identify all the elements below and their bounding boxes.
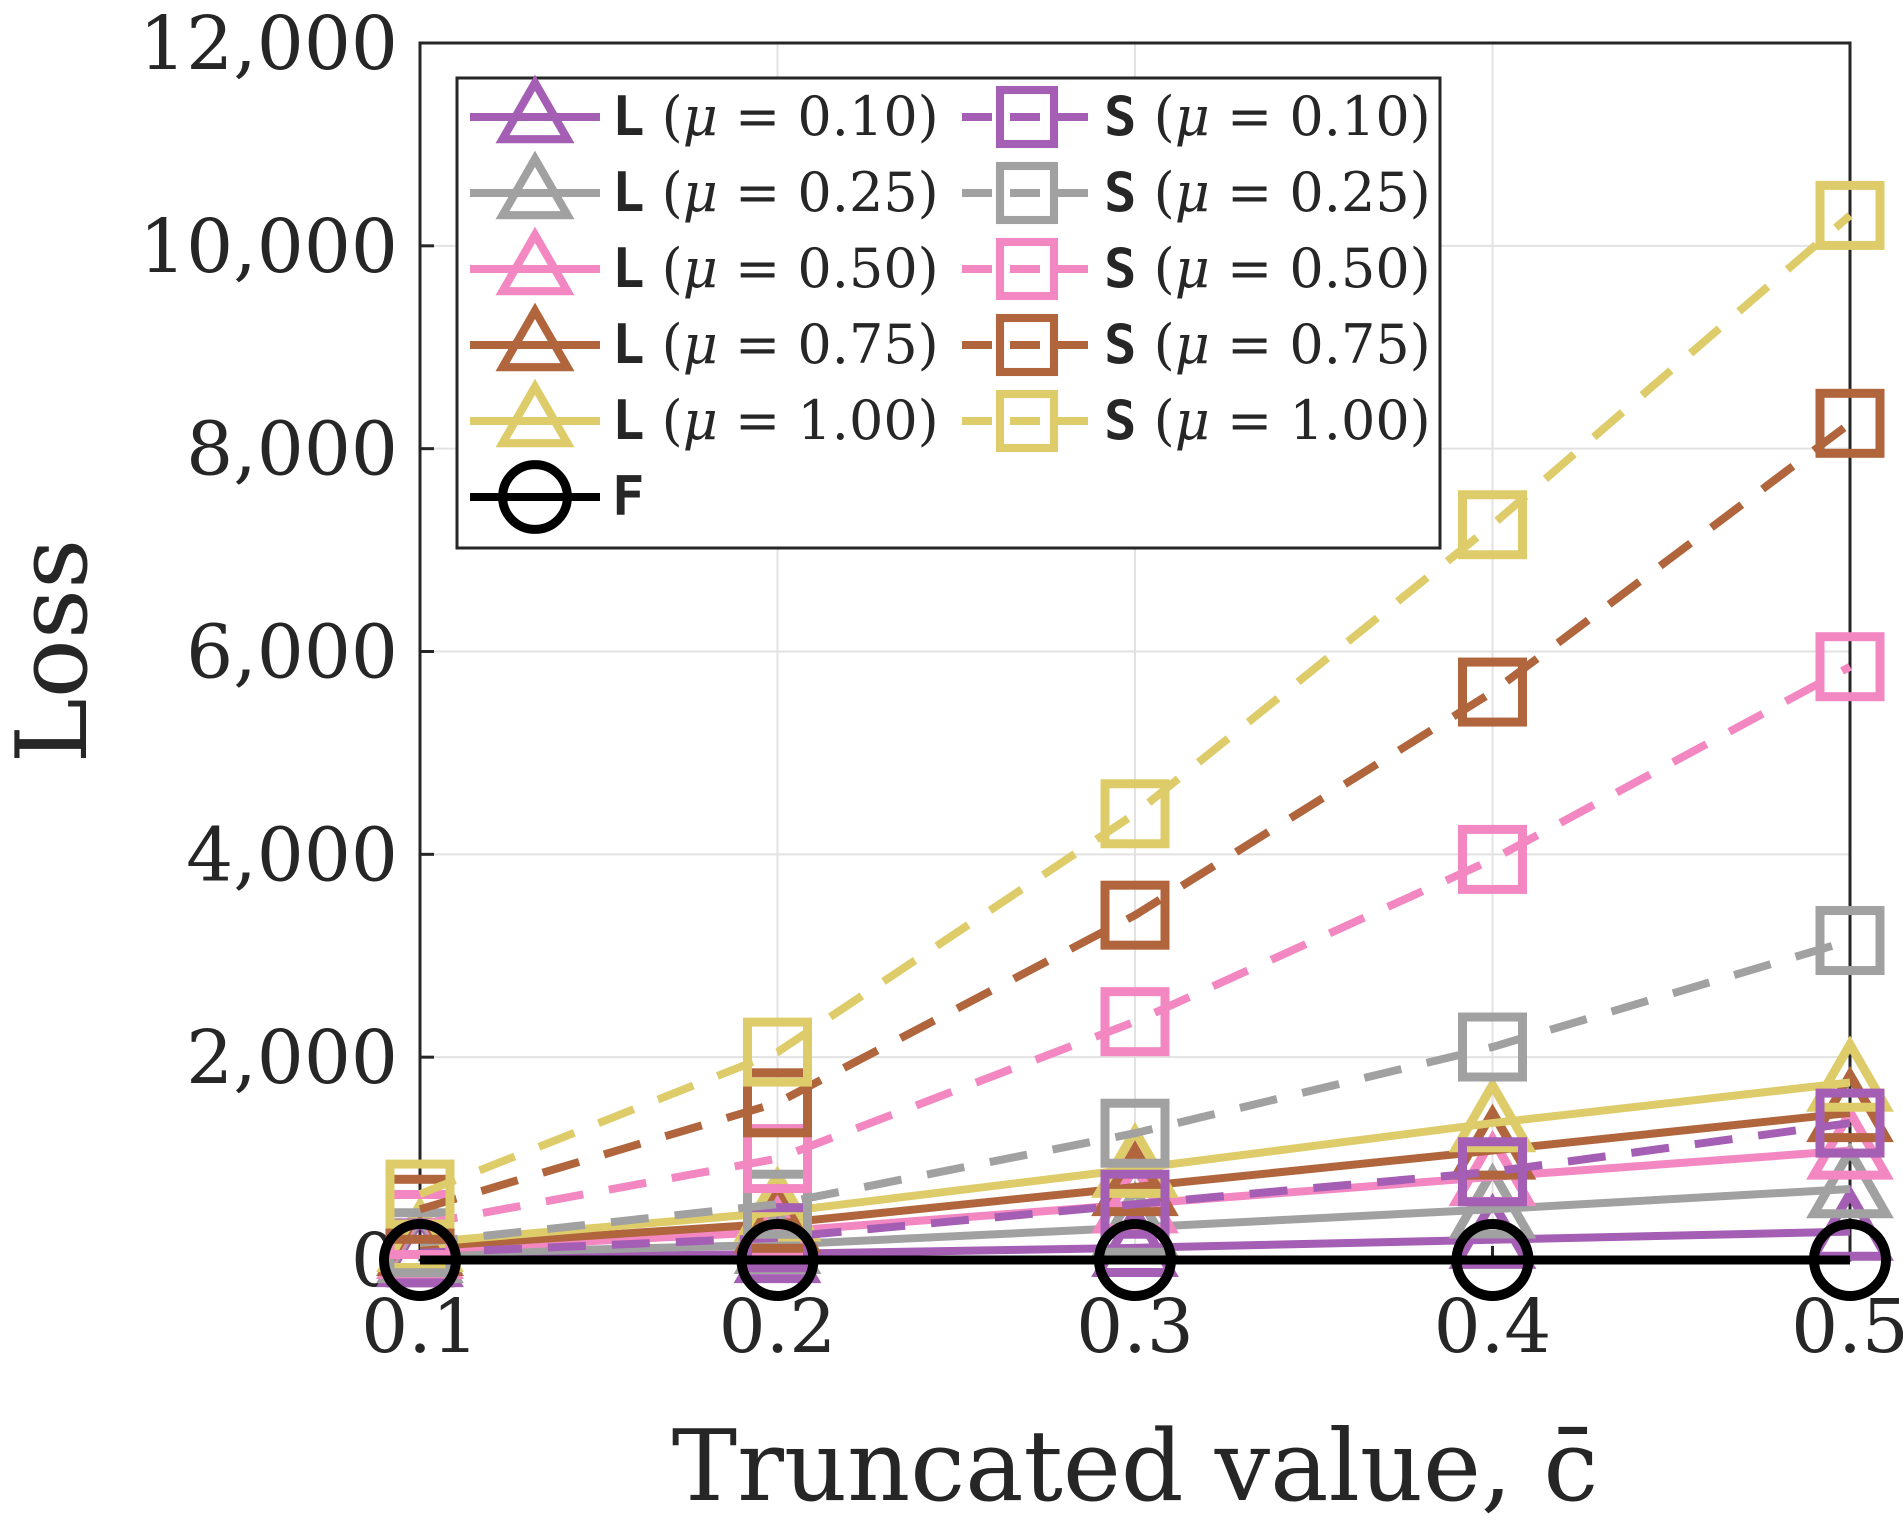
legend-entry-7: S (μ = 0.50)	[962, 237, 1431, 301]
legend-marker-6	[995, 161, 1059, 225]
y-tick-label-1: 2,000	[186, 1015, 398, 1101]
legend-label-6: S (μ = 0.25)	[1104, 161, 1431, 224]
data-point-2-4	[1806, 1103, 1894, 1180]
data-point-1-2	[1091, 1180, 1179, 1257]
legend-marker-10	[498, 460, 572, 534]
series-line-4	[419, 1078, 1851, 1247]
legend-entry-2: L (μ = 0.50)	[470, 226, 939, 300]
legend-marker-1	[495, 150, 575, 220]
series-line-9	[418, 212, 1853, 1198]
data-point-9-4	[1815, 180, 1885, 250]
y-tick-label-2: 4,000	[186, 812, 398, 898]
legend-entry-1: L (μ = 0.25)	[470, 150, 939, 224]
data-point-4-3	[1448, 1076, 1537, 1153]
data-point-9-2	[1100, 779, 1170, 849]
legend-label-7: S (μ = 0.50)	[1104, 237, 1431, 300]
legend-marker-3	[495, 302, 575, 372]
series-line-8	[418, 420, 1853, 1214]
data-point-7-2	[1100, 987, 1170, 1057]
legend-label-10: F	[612, 465, 645, 528]
data-point-4-4	[1806, 1035, 1894, 1112]
series-9	[385, 180, 1885, 1229]
legend-entry-4: L (μ = 1.00)	[470, 378, 939, 452]
legend-entry-9: S (μ = 1.00)	[962, 389, 1431, 453]
series-line-5	[419, 1119, 1851, 1257]
series-layer	[376, 180, 1894, 1301]
legend-entry-5: S (μ = 0.10)	[962, 85, 1431, 149]
legend-label-2: L (μ = 0.50)	[612, 237, 939, 300]
legend-label-4: L (μ = 1.00)	[612, 389, 939, 452]
data-point-10-2	[1094, 1219, 1176, 1301]
data-point-9-1	[743, 1017, 812, 1087]
y-tick-label-4: 8,000	[186, 407, 398, 493]
legend-marker-5	[995, 85, 1059, 149]
legend-label-1: L (μ = 0.25)	[612, 161, 939, 224]
legend-label-0: L (μ = 0.10)	[612, 85, 939, 148]
legend-entry-8: S (μ = 0.75)	[962, 313, 1431, 377]
data-point-6-1	[743, 1169, 812, 1239]
legend-marker-4	[495, 378, 575, 448]
legend-marker-9	[995, 389, 1059, 453]
data-point-7-3	[1458, 824, 1527, 894]
data-point-10-1	[736, 1219, 819, 1301]
series-6	[385, 906, 1885, 1278]
data-point-10-4	[1809, 1219, 1891, 1301]
data-point-10-3	[1451, 1219, 1534, 1301]
legend-label-3: L (μ = 0.75)	[612, 313, 939, 376]
data-point-0-2	[1091, 1200, 1179, 1278]
data-point-5-4	[1815, 1088, 1885, 1158]
data-point-8-3	[1458, 657, 1527, 727]
data-point-8-1	[743, 1068, 812, 1138]
data-point-1-4	[1806, 1141, 1894, 1219]
data-point-6-4	[1815, 906, 1885, 976]
data-point-9-3	[1458, 490, 1527, 560]
legend-marker-8	[995, 313, 1059, 377]
legend-entry-0: L (μ = 0.10)	[470, 74, 939, 148]
legend-box	[455, 76, 1442, 550]
legend-entry-6: S (μ = 0.25)	[962, 161, 1431, 225]
y-tick-label-6: 12,000	[139, 1, 398, 87]
data-point-8-2	[1100, 880, 1170, 950]
data-point-7-4	[1815, 632, 1885, 702]
legend-label-8: S (μ = 0.75)	[1104, 313, 1431, 376]
data-point-5-2	[1100, 1169, 1170, 1239]
data-point-3-2	[1091, 1139, 1179, 1217]
legend-label-9: S (μ = 1.00)	[1104, 389, 1431, 452]
legend-entry-10: F	[470, 460, 645, 534]
data-point-6-2	[1100, 1098, 1170, 1168]
y-tick-label-3: 6,000	[186, 610, 398, 696]
series-10	[379, 1219, 1891, 1301]
series-line-6	[419, 936, 1852, 1247]
y-tick-label-5: 10,000	[139, 204, 398, 290]
legend-label-5: S (μ = 0.10)	[1104, 85, 1431, 148]
x-axis-title: Truncated value, c̄	[672, 1410, 1598, 1524]
data-point-10-0	[379, 1219, 461, 1301]
legend-marker-2	[495, 226, 575, 296]
data-point-8-4	[1815, 388, 1885, 458]
data-point-6-3	[1458, 1012, 1527, 1082]
legend-marker-0	[495, 74, 575, 144]
data-point-5-3	[1458, 1137, 1527, 1207]
series-line-3	[419, 1108, 1851, 1251]
legend-marker-7	[995, 237, 1059, 301]
y-axis-title: Loss	[0, 539, 110, 764]
legend-entry-3: L (μ = 0.75)	[470, 302, 939, 376]
legend: L (μ = 0.10) L (μ = 0.25) L (μ = 0.50) L (μ…	[455, 74, 1442, 550]
